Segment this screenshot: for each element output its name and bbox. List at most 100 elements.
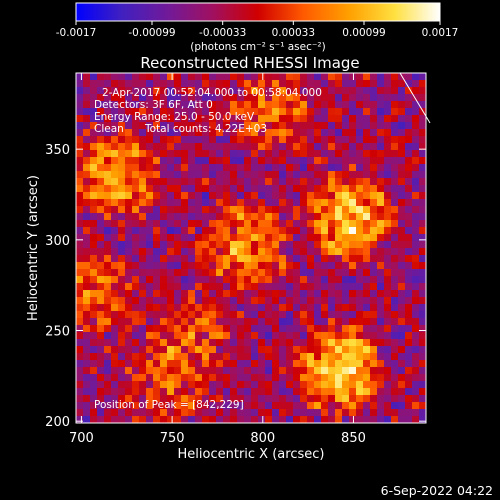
heatmap-cell [384, 94, 392, 102]
heatmap-cell [293, 171, 301, 179]
heatmap-cell [356, 94, 364, 102]
heatmap-cell [419, 262, 427, 270]
heatmap-cell [167, 192, 175, 200]
heatmap-cell [300, 192, 308, 200]
heatmap-cell [384, 353, 392, 361]
heatmap-cell [356, 276, 364, 284]
heatmap-cell [363, 290, 371, 298]
heatmap-cell [104, 227, 112, 235]
heatmap-cell [97, 220, 105, 228]
heatmap-cell [391, 178, 399, 186]
heatmap-cell [132, 388, 140, 396]
heatmap-cell [174, 339, 182, 347]
heatmap-cell [370, 150, 378, 158]
heatmap-cell [223, 360, 231, 368]
heatmap-cell [139, 143, 147, 151]
heatmap-cell [349, 374, 357, 382]
heatmap-cell [272, 255, 280, 263]
heatmap-cell [419, 276, 427, 284]
heatmap-cell [111, 80, 119, 88]
heatmap-cell [293, 206, 301, 214]
heatmap-cell [265, 402, 273, 410]
heatmap-cell [244, 220, 252, 228]
heatmap-cell [405, 339, 413, 347]
heatmap-cell [405, 318, 413, 326]
heatmap-cell [83, 220, 91, 228]
heatmap-cell [370, 297, 378, 305]
heatmap-cell [111, 395, 119, 403]
heatmap-cell [349, 150, 357, 158]
heatmap-cell [265, 80, 273, 88]
heatmap-cell [307, 297, 315, 305]
heatmap-cell [398, 164, 406, 172]
heatmap-cell [167, 206, 175, 214]
heatmap-cell [209, 283, 217, 291]
heatmap-cell [272, 276, 280, 284]
heatmap-cell [160, 206, 168, 214]
heatmap-cell [97, 374, 105, 382]
heatmap-cell [300, 297, 308, 305]
heatmap-cell [202, 192, 210, 200]
heatmap-cell [286, 381, 294, 389]
heatmap-cell [188, 297, 196, 305]
heatmap-cell [307, 353, 315, 361]
heatmap-cell [307, 213, 315, 221]
heatmap-cell [202, 409, 210, 417]
heatmap-cell [314, 346, 322, 354]
heatmap-cell [132, 402, 140, 410]
heatmap-cell [321, 311, 329, 319]
heatmap-cell [293, 94, 301, 102]
heatmap-cell [328, 255, 336, 263]
heatmap-cell [97, 416, 105, 424]
heatmap-cell [342, 360, 350, 368]
heatmap-cell [139, 220, 147, 228]
heatmap-cell [258, 353, 266, 361]
heatmap-cell [300, 332, 308, 340]
heatmap-cell [286, 283, 294, 291]
heatmap-cell [139, 416, 147, 424]
heatmap-cell [265, 227, 273, 235]
heatmap-cell [405, 129, 413, 137]
heatmap-cell [244, 136, 252, 144]
heatmap-cell [349, 325, 357, 333]
heatmap-cell [153, 381, 161, 389]
heatmap-cell [216, 143, 224, 151]
heatmap-cell [419, 94, 427, 102]
heatmap-cell [244, 227, 252, 235]
heatmap-cell [300, 381, 308, 389]
heatmap-cell [293, 164, 301, 172]
heatmap-cell [321, 402, 329, 410]
heatmap-cell [398, 108, 406, 116]
heatmap-cell [118, 80, 126, 88]
heatmap-cell [181, 283, 189, 291]
heatmap-cell [258, 416, 266, 424]
heatmap-cell [272, 290, 280, 298]
heatmap-cell [209, 339, 217, 347]
heatmap-cell [370, 353, 378, 361]
heatmap-cell [216, 402, 224, 410]
heatmap-cell [307, 115, 315, 123]
heatmap-cell [398, 374, 406, 382]
heatmap-cell [181, 276, 189, 284]
heatmap-cell [328, 360, 336, 368]
heatmap-cell [279, 395, 287, 403]
heatmap-cell [174, 171, 182, 179]
heatmap-cell [118, 122, 126, 130]
heatmap-cell [300, 220, 308, 228]
heatmap-cell [342, 213, 350, 221]
heatmap-cell [349, 248, 357, 256]
heatmap-cell [125, 353, 133, 361]
heatmap-cell [104, 325, 112, 333]
heatmap-cell [237, 157, 245, 165]
heatmap-cell [328, 262, 336, 270]
heatmap-cell [188, 332, 196, 340]
heatmap-cell [125, 220, 133, 228]
heatmap-cell [265, 290, 273, 298]
heatmap-cell [118, 339, 126, 347]
heatmap-cell [356, 199, 364, 207]
heatmap-cell [300, 283, 308, 291]
heatmap-cell [293, 87, 301, 95]
heatmap-cell [384, 255, 392, 263]
heatmap-cell [398, 367, 406, 375]
heatmap-cell [181, 381, 189, 389]
